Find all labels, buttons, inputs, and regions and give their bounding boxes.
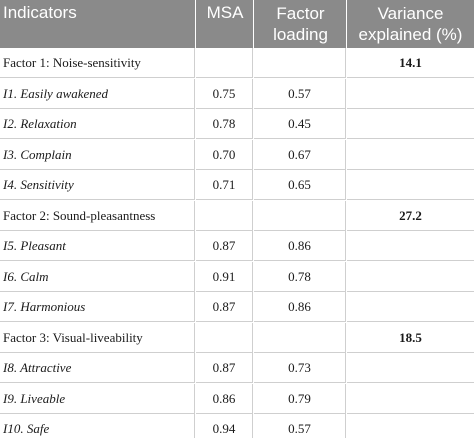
msa-cell: 0.78 bbox=[196, 109, 253, 139]
variance-cell: 27.2 bbox=[347, 201, 474, 231]
factor-loading-cell: 0.86 bbox=[254, 231, 346, 261]
table-row: I4. Sensitivity 0.71 0.65 bbox=[0, 170, 474, 200]
msa-cell: 0.94 bbox=[196, 414, 253, 438]
indicator-cell: I5. Pleasant bbox=[0, 231, 195, 261]
msa-cell bbox=[196, 200, 253, 231]
indicator-cell: I8. Attractive bbox=[0, 353, 195, 383]
header-msa: MSA bbox=[206, 3, 244, 22]
msa-cell: 0.86 bbox=[196, 383, 253, 414]
factor-loading-cell bbox=[254, 200, 346, 231]
variance-cell bbox=[347, 79, 474, 109]
variance-cell bbox=[347, 292, 474, 322]
msa-cell: 0.71 bbox=[196, 170, 253, 200]
table-row: I6. Calm 0.91 0.78 bbox=[0, 261, 474, 292]
variance-cell bbox=[347, 353, 474, 383]
variance-cell: 14.1 bbox=[347, 48, 474, 78]
indicator-cell: Factor 2: Sound-pleasantness bbox=[0, 200, 195, 231]
table-row: I10. Safe 0.94 0.57 bbox=[0, 414, 474, 438]
table-row: I8. Attractive 0.87 0.73 bbox=[0, 353, 474, 383]
msa-cell: 0.87 bbox=[196, 353, 253, 383]
msa-cell: 0.70 bbox=[196, 139, 253, 170]
header-variance-line1: Variance bbox=[377, 4, 444, 23]
factor-row: Factor 3: Visual-liveability 18.5 bbox=[0, 322, 474, 353]
header-divider bbox=[253, 0, 254, 48]
factor-loading-cell: 0.73 bbox=[254, 353, 346, 383]
factor-loading-cell: 0.65 bbox=[254, 170, 346, 200]
table-row: I9. Liveable 0.86 0.79 bbox=[0, 383, 474, 414]
table-row: I3. Complain 0.70 0.67 bbox=[0, 139, 474, 170]
msa-cell: 0.75 bbox=[196, 78, 253, 109]
factor-loading-cell: 0.57 bbox=[254, 78, 346, 109]
indicator-cell: I9. Liveable bbox=[0, 383, 195, 414]
indicator-cell: I1. Easily awakened bbox=[0, 78, 195, 109]
indicator-cell: Factor 1: Noise-sensitivity bbox=[0, 48, 195, 78]
variance-cell: 18.5 bbox=[347, 323, 474, 353]
factor-loading-cell: 0.57 bbox=[254, 414, 346, 438]
indicator-cell: I7. Harmonious bbox=[0, 292, 195, 322]
factor-loading-cell: 0.67 bbox=[254, 139, 346, 170]
factor-row: Factor 2: Sound-pleasantness 27.2 bbox=[0, 200, 474, 231]
indicator-cell: I10. Safe bbox=[0, 414, 195, 438]
variance-cell bbox=[347, 109, 474, 139]
header-divider bbox=[195, 0, 196, 48]
indicator-cell: I4. Sensitivity bbox=[0, 170, 195, 200]
msa-cell: 0.87 bbox=[196, 292, 253, 322]
msa-cell: 0.91 bbox=[196, 261, 253, 292]
variance-cell bbox=[347, 414, 474, 438]
variance-cell bbox=[347, 262, 474, 292]
table-row: I7. Harmonious 0.87 0.86 bbox=[0, 292, 474, 322]
factor-loading-cell: 0.86 bbox=[254, 292, 346, 322]
factor-loading-cell bbox=[254, 48, 346, 78]
indicator-cell: I3. Complain bbox=[0, 139, 195, 170]
table-header: Indicators MSA Factor loading Variance e… bbox=[0, 0, 474, 48]
indicator-cell: I2. Relaxation bbox=[0, 109, 195, 139]
header-divider bbox=[346, 0, 347, 48]
factor-loading-cell: 0.45 bbox=[254, 109, 346, 139]
msa-cell bbox=[196, 322, 253, 353]
factor-loading-cell: 0.78 bbox=[254, 261, 346, 292]
factor-loading-cell bbox=[254, 322, 346, 353]
factor-row: Factor 1: Noise-sensitivity 14.1 bbox=[0, 48, 474, 78]
msa-cell bbox=[196, 48, 253, 78]
header-variance-line2: explained (%) bbox=[358, 25, 463, 44]
header-variance-explained: Variance explained (%) bbox=[347, 0, 474, 48]
variance-cell bbox=[347, 231, 474, 261]
table-row: I1. Easily awakened 0.75 0.57 bbox=[0, 78, 474, 109]
header-indicators: Indicators bbox=[3, 3, 77, 22]
table-row: I2. Relaxation 0.78 0.45 bbox=[0, 109, 474, 139]
header-factor-line1: Factor bbox=[276, 4, 325, 23]
header-factor-line2: loading bbox=[273, 25, 328, 44]
variance-cell bbox=[347, 384, 474, 414]
indicator-cell: I6. Calm bbox=[0, 261, 195, 292]
variance-cell bbox=[347, 140, 474, 170]
header-factor-loading: Factor loading bbox=[254, 0, 347, 48]
msa-cell: 0.87 bbox=[196, 231, 253, 261]
variance-cell bbox=[347, 170, 474, 200]
table-row: I5. Pleasant 0.87 0.86 bbox=[0, 231, 474, 261]
indicator-cell: Factor 3: Visual-liveability bbox=[0, 322, 195, 353]
factor-loading-cell: 0.79 bbox=[254, 383, 346, 414]
